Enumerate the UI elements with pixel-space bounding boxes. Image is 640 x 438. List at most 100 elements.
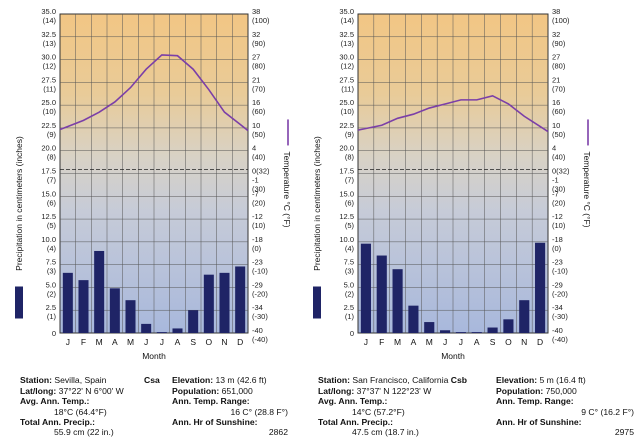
elevation-value: 13 m (42.6 ft) <box>215 375 267 385</box>
left-tick-label: 22.5 (9) <box>41 121 56 139</box>
sunshine-value: 2975 <box>614 427 634 437</box>
month-label: S <box>490 337 496 347</box>
left-tick-label: 27.5 (11) <box>41 75 56 93</box>
right-tick-label: -7 (20) <box>252 189 266 207</box>
station-info-san-francisco: Station: San Francisco, California Csb L… <box>318 375 636 437</box>
precip-bar-0 <box>62 272 73 333</box>
precip-label: Total Ann. Precip.: <box>20 417 95 428</box>
precip-bar-7 <box>471 332 482 333</box>
avg-temp-value: 14°C (57.2°F) <box>352 406 405 417</box>
population-value: 750,000 <box>545 385 577 396</box>
y2-axis-title: Temperature °C (°F) <box>582 151 592 227</box>
month-label: D <box>237 337 243 347</box>
latlong-value: 37°22' N 6°00' W <box>58 385 124 396</box>
right-tick-label: 21 (70) <box>552 75 566 93</box>
right-tick-label: -34 (-30) <box>552 303 568 321</box>
month-label: N <box>521 337 527 347</box>
x-axis-title: Month <box>441 351 465 361</box>
right-tick-label: 4 (40) <box>552 144 566 162</box>
left-tick-label: 12.5 (5) <box>339 212 354 230</box>
precip-bar-8 <box>487 327 498 333</box>
right-tick-label: -34 (-30) <box>252 303 268 321</box>
right-tick-label: -40 (-40) <box>252 326 268 344</box>
precip-bar-0 <box>360 243 371 333</box>
precip-bar-2 <box>94 250 105 333</box>
climograph-sevilla: 35.0 (14) 32.5 (13) 30.0 (12) 27.5 (11) 25.0 (10)… <box>14 7 292 361</box>
precip-bar-1 <box>78 280 89 333</box>
month-label: J <box>144 337 148 347</box>
temp-range-value: 16 C° (28.8 F°) <box>230 406 288 417</box>
month-label: A <box>175 337 181 347</box>
temperature-line <box>357 94 549 133</box>
elevation-value: 5 m (16.4 ft) <box>539 375 586 385</box>
right-tick-label: 0(32) -1 (30) <box>252 167 270 194</box>
y-axis-title: Precipitation in centimeters (inches) <box>312 136 322 271</box>
left-tick-label: 17.5 (7) <box>41 167 56 185</box>
right-tick-label: 16 (60) <box>552 98 566 116</box>
left-tick-label: 32.5 (13) <box>41 30 56 48</box>
left-tick-label: 25.0 (10) <box>41 98 56 116</box>
climate-code: Csa <box>144 375 160 385</box>
right-tick-label: 10 (50) <box>552 121 566 139</box>
month-label: O <box>206 337 213 347</box>
month-label: N <box>221 337 227 347</box>
left-tick-label: 17.5 (7) <box>339 167 354 185</box>
population-label: Population: <box>496 385 544 396</box>
precip-bar-6 <box>156 332 167 333</box>
y2-axis-title: Temperature °C (°F) <box>282 151 292 227</box>
climate-code: Csb <box>450 375 468 385</box>
left-tick-label: 2.5 (1) <box>344 303 355 321</box>
right-tick-label: 4 (40) <box>252 144 266 162</box>
right-tick-label: 32 (90) <box>552 30 566 48</box>
temp-range-value: 9 C° (16.2 F°) <box>581 406 634 417</box>
left-tick-label: 12.5 (5) <box>41 212 56 230</box>
sunshine-label: Ann. Hr of Sunshine: <box>496 417 582 428</box>
right-tick-label: -18 (0) <box>552 235 563 253</box>
left-tick-label: 10.0 (4) <box>339 235 354 253</box>
precip-bar-8 <box>188 310 199 333</box>
sunshine-label: Ann. Hr of Sunshine: <box>172 417 258 428</box>
station-label: Station: <box>318 375 350 385</box>
left-tick-label: 22.5 (9) <box>339 121 354 139</box>
month-label: M <box>96 337 103 347</box>
month-label: A <box>474 337 480 347</box>
month-label: J <box>459 337 463 347</box>
population-value: 651,000 <box>221 385 253 396</box>
right-tick-label: 21 (70) <box>252 75 266 93</box>
month-label: F <box>81 337 86 347</box>
left-tick-label: 32.5 (13) <box>339 30 354 48</box>
left-tick-label: 2.5 (1) <box>46 303 57 321</box>
right-tick-label: 10 (50) <box>252 121 266 139</box>
month-label: O <box>505 337 512 347</box>
avg-temp-value: 18°C (64.4°F) <box>54 406 107 417</box>
precip-bar-4 <box>424 322 435 333</box>
left-tick-label: 30.0 (12) <box>41 53 56 71</box>
y-axis-title: Precipitation in centimeters (inches) <box>14 136 24 271</box>
right-tick-label: -29 (-20) <box>252 280 268 298</box>
right-tick-label: -12 (10) <box>252 212 266 230</box>
right-tick-label: -29 (-20) <box>552 280 568 298</box>
left-tick-label: 20.0 (8) <box>41 144 56 162</box>
precip-value: 47.5 cm (18.7 in.) <box>352 427 419 437</box>
right-tick-label: 16 (60) <box>252 98 266 116</box>
avg-temp-label: Avg. Ann. Temp.: <box>318 396 388 407</box>
precip-bar-2 <box>392 269 403 333</box>
precip-bar-5 <box>141 323 152 333</box>
right-tick-label: 38 (100) <box>252 7 270 25</box>
precip-bar-4 <box>125 300 136 333</box>
station-label: Station: <box>20 375 52 385</box>
month-label: M <box>426 337 433 347</box>
month-label: J <box>364 337 368 347</box>
station-info-sevilla: Station: Sevilla, Spain Csa Lat/long: 37… <box>20 375 288 437</box>
right-tick-label: -23 (-10) <box>252 258 268 276</box>
temp-range-label: Ann. Temp. Range: <box>496 396 574 407</box>
precip-bar-11 <box>535 242 546 333</box>
left-tick-label: 27.5 (11) <box>339 75 354 93</box>
station-value: Sevilla, Spain <box>54 375 107 385</box>
left-tick-label: 0 <box>52 329 56 338</box>
month-label: J <box>160 337 164 347</box>
temp-range-label: Ann. Temp. Range: <box>172 396 250 407</box>
month-label: J <box>443 337 447 347</box>
month-label: M <box>394 337 401 347</box>
